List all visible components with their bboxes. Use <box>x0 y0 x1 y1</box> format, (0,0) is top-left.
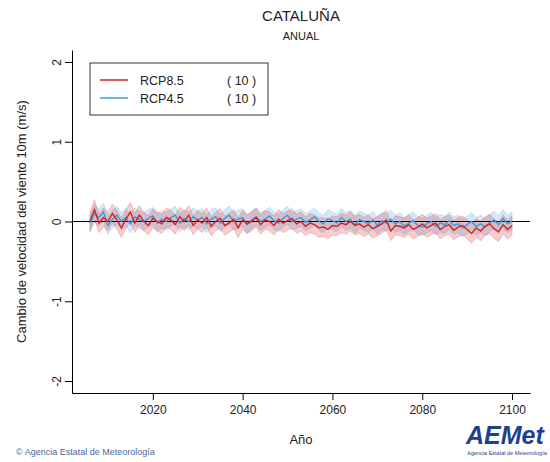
y-tick-mark <box>65 301 72 302</box>
legend-swatch <box>100 79 128 81</box>
source: © Agencia Estatal de Meteorología <box>16 447 155 457</box>
chart: CATALUÑA ANUAL 2020 2040 2060 2080 2100 -2 -1 0 1 2… <box>0 0 550 462</box>
x-tick-mark <box>332 393 333 400</box>
logo: AEMet <box>465 421 545 449</box>
y-tick-mark <box>65 381 72 382</box>
x-tick: 2080 <box>409 393 436 417</box>
y-tick: -1 <box>50 296 72 307</box>
y-tick-label: -2 <box>50 376 64 387</box>
y-tick: 2 <box>50 59 72 66</box>
legend-count: ( 10 ) <box>227 92 256 106</box>
x-tick: 2020 <box>140 393 167 417</box>
x-tick-label: 2080 <box>409 403 436 417</box>
x-tick-label: 2100 <box>499 403 526 417</box>
legend-item: RCP8.5 ( 10 ) <box>100 74 256 88</box>
y-tick: -2 <box>50 376 72 387</box>
y-tick: 1 <box>50 139 72 146</box>
x-axis: 2020 2040 2060 2080 2100 <box>73 393 531 417</box>
x-tick: 2100 <box>499 393 526 417</box>
legend-item: RCP4.5 ( 10 ) <box>100 92 256 106</box>
y-tick-mark <box>65 222 72 223</box>
y-axis-title: Cambio de velocidad del viento 10m (m/s) <box>14 100 29 343</box>
subtitle: ANUAL <box>283 30 320 42</box>
x-tick-label: 2040 <box>230 403 257 417</box>
x-tick-label: 2020 <box>140 403 167 417</box>
x-tick-mark <box>243 393 244 400</box>
y-tick-mark <box>65 142 72 143</box>
x-axis-line <box>73 393 531 394</box>
y-axis: -2 -1 0 1 2 <box>50 51 73 394</box>
legend-box <box>90 63 268 115</box>
legend-label: RCP4.5 <box>140 92 184 106</box>
y-tick-label: 0 <box>50 218 64 225</box>
plot-area <box>72 200 530 243</box>
legend-count: ( 10 ) <box>227 74 256 88</box>
x-tick: 2060 <box>320 393 347 417</box>
y-axis-line <box>72 51 73 394</box>
y-tick-mark <box>65 62 72 63</box>
x-axis-title: Año <box>289 432 312 447</box>
title: CATALUÑA <box>262 7 340 24</box>
logo-subtitle: Agencia Estatal de Meteorología <box>467 450 547 456</box>
legend-label: RCP8.5 <box>140 74 184 88</box>
x-tick-mark <box>153 393 154 400</box>
series-line <box>90 210 512 234</box>
x-tick-mark <box>422 393 423 400</box>
x-tick-mark <box>512 393 513 400</box>
x-tick-label: 2060 <box>320 403 347 417</box>
y-tick-label: 1 <box>50 139 64 146</box>
legend: RCP8.5 ( 10 ) RCP4.5 ( 10 ) <box>90 63 268 115</box>
y-tick: 0 <box>50 218 72 225</box>
y-tick-label: -1 <box>50 296 64 307</box>
legend-swatch <box>100 97 128 99</box>
y-tick-label: 2 <box>50 59 64 66</box>
x-tick: 2040 <box>230 393 257 417</box>
